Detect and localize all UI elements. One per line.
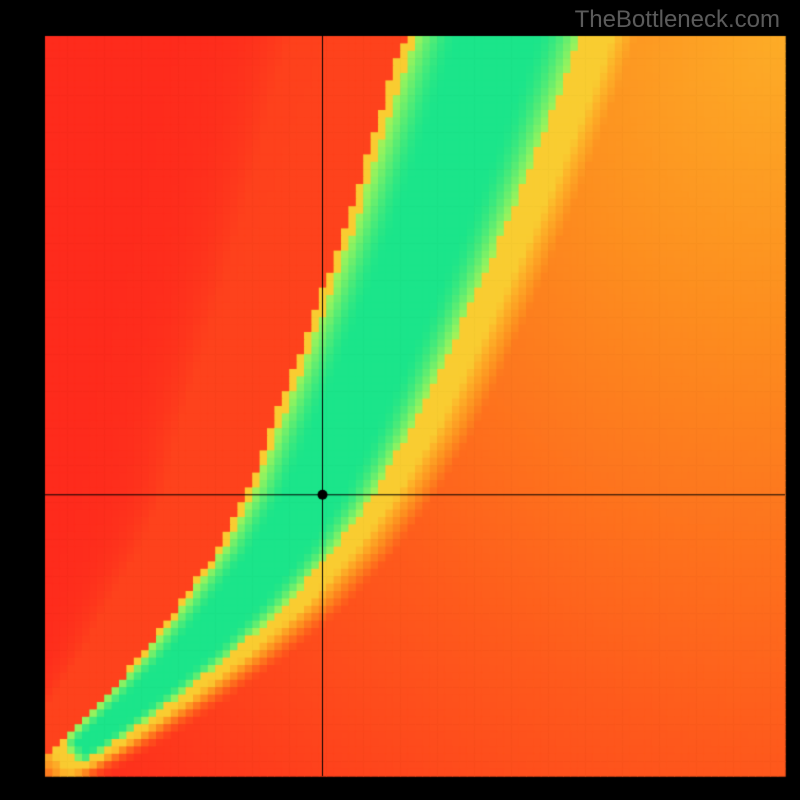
bottleneck-heatmap	[0, 0, 800, 800]
chart-container: TheBottleneck.com	[0, 0, 800, 800]
